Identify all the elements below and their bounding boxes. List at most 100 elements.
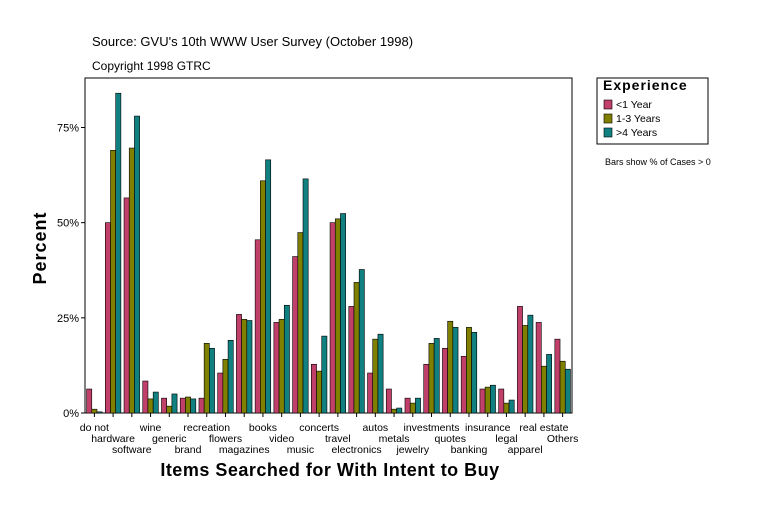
x-tick-label: insurance bbox=[465, 422, 511, 434]
bar bbox=[541, 365, 547, 414]
x-axis-label: Items Searched for With Intent to Buy bbox=[160, 460, 499, 480]
x-tick-label: concerts bbox=[299, 422, 339, 434]
bar bbox=[508, 399, 515, 414]
x-tick-label: brand bbox=[175, 444, 202, 456]
x-tick-label: metals bbox=[379, 433, 410, 445]
bar bbox=[185, 396, 191, 414]
y-tick-label: 25% bbox=[57, 313, 79, 325]
bar bbox=[190, 398, 197, 414]
x-tick-label: books bbox=[249, 422, 277, 434]
bar bbox=[222, 359, 229, 414]
bar bbox=[96, 411, 103, 414]
x-tick-label: apparel bbox=[508, 444, 543, 456]
bar bbox=[321, 335, 328, 414]
legend-label: <1 Year bbox=[616, 99, 652, 111]
bar bbox=[128, 147, 135, 414]
x-tick-label: autos bbox=[362, 422, 388, 434]
bar bbox=[484, 386, 491, 414]
bar bbox=[367, 372, 374, 414]
bar bbox=[273, 322, 280, 414]
bar bbox=[179, 397, 186, 414]
y-axis-label: Percent bbox=[30, 211, 50, 284]
bar bbox=[447, 320, 454, 414]
bar bbox=[358, 269, 365, 414]
x-tick-label: do not bbox=[80, 422, 109, 434]
bar bbox=[246, 320, 253, 414]
legend-label: >4 Years bbox=[616, 127, 657, 139]
bar bbox=[147, 398, 154, 414]
bar bbox=[209, 347, 215, 414]
bar bbox=[311, 363, 317, 414]
bar bbox=[241, 319, 248, 414]
bar bbox=[86, 388, 93, 414]
bar bbox=[554, 338, 561, 414]
y-tick-label: 50% bbox=[57, 218, 79, 230]
bar bbox=[348, 306, 355, 414]
x-tick-label: magazines bbox=[219, 444, 270, 456]
x-tick-label: electronics bbox=[331, 444, 381, 456]
x-tick-label: jewelry bbox=[395, 444, 429, 456]
x-tick-label: real estate bbox=[519, 422, 568, 434]
bar bbox=[171, 393, 178, 414]
x-tick-label: investments bbox=[404, 422, 460, 434]
bar bbox=[428, 343, 435, 414]
legend-swatch bbox=[603, 113, 613, 124]
bar bbox=[433, 338, 440, 414]
bar bbox=[104, 222, 111, 414]
x-tick-label: hardware bbox=[91, 433, 135, 445]
source: Source: GVU's 10th WWW User Survey (Octo… bbox=[92, 34, 413, 49]
x-tick-label: recreation bbox=[183, 422, 230, 434]
bar bbox=[217, 372, 224, 414]
bar bbox=[166, 405, 173, 414]
legend-swatch bbox=[603, 99, 613, 110]
x-tick-label: flowers bbox=[209, 433, 242, 445]
x-tick-label: music bbox=[287, 444, 314, 456]
bar bbox=[503, 402, 510, 414]
bar bbox=[564, 368, 571, 414]
bar bbox=[302, 178, 309, 414]
bar bbox=[161, 397, 167, 414]
x-tick-label: travel bbox=[325, 433, 351, 445]
x-tick-label: banking bbox=[451, 444, 488, 456]
bar bbox=[115, 92, 122, 414]
y-tick-label: 75% bbox=[57, 122, 79, 134]
legend-label: 1-3 Years bbox=[616, 113, 660, 125]
bar bbox=[227, 339, 234, 414]
x-tick-label: video bbox=[269, 433, 294, 445]
bar bbox=[316, 370, 323, 414]
bar bbox=[297, 232, 304, 414]
x-tick-label: wine bbox=[139, 422, 162, 434]
bar bbox=[396, 407, 403, 414]
bar bbox=[134, 115, 140, 414]
bar bbox=[292, 256, 299, 414]
x-tick-label: generic bbox=[152, 433, 186, 445]
bar bbox=[236, 314, 242, 414]
bar bbox=[471, 331, 478, 414]
bar bbox=[409, 402, 416, 414]
note: Bars show % of Cases > 0 bbox=[605, 157, 711, 167]
bar bbox=[490, 384, 496, 414]
bar bbox=[353, 282, 360, 414]
bar bbox=[385, 388, 392, 414]
y-tick-label: 0% bbox=[63, 408, 79, 420]
x-tick-label: Others bbox=[547, 433, 579, 445]
bar bbox=[460, 355, 467, 414]
bar bbox=[152, 391, 159, 414]
bar bbox=[517, 306, 523, 414]
plot-frame bbox=[84, 77, 573, 414]
bar bbox=[415, 397, 421, 414]
bar bbox=[479, 388, 486, 414]
bar bbox=[372, 338, 379, 414]
bar bbox=[142, 380, 149, 414]
bar bbox=[91, 408, 98, 414]
bar bbox=[334, 218, 341, 414]
x-tick-label: legal bbox=[495, 433, 517, 445]
bar bbox=[198, 397, 205, 414]
bar bbox=[329, 222, 336, 414]
bar bbox=[559, 360, 566, 414]
bar bbox=[110, 150, 116, 414]
bar bbox=[442, 347, 448, 414]
bar bbox=[377, 333, 384, 414]
bar bbox=[278, 319, 285, 414]
